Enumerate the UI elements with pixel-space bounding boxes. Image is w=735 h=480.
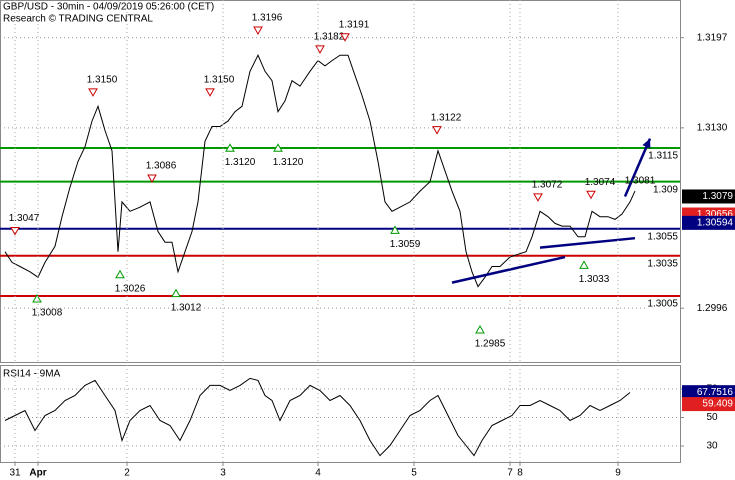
low-label: 1.3033 [579, 274, 610, 285]
price-tag-label: 67.7516 [697, 387, 734, 398]
low-label: 1.3120 [225, 157, 256, 168]
low-label: 1.3026 [115, 283, 146, 294]
x-tick-label: Apr [29, 468, 46, 479]
low-marker [115, 269, 125, 279]
high-marker [340, 33, 350, 42]
x-tick-label: 5 [411, 468, 417, 479]
level-label-bg [648, 257, 680, 270]
level-label-bg [648, 230, 680, 243]
level-label: 1.3055 [647, 231, 678, 242]
high-label: 1.3072 [532, 180, 563, 191]
high-label: 1.3150 [87, 75, 118, 86]
high-label: 1.3182 [314, 32, 345, 43]
high-label: 1.3086 [146, 161, 177, 172]
rsi-title: RSI14 - 9MA [3, 369, 61, 380]
forecast-arrow [623, 138, 652, 197]
arrow-head [642, 138, 651, 149]
low-label: 1.3012 [171, 302, 202, 313]
price-tag [682, 189, 735, 204]
x-tick-label: 8 [517, 468, 523, 479]
low-marker [171, 288, 181, 298]
level-label-bg [648, 298, 680, 311]
level-label-bg [648, 150, 680, 163]
price-tag [682, 397, 735, 412]
level-label: 1.3115 [648, 151, 678, 162]
low-marker [273, 143, 283, 152]
high-label: 1.3150 [204, 75, 235, 86]
low-label: 1.3120 [273, 157, 304, 168]
high-marker [88, 88, 98, 97]
high-marker [147, 174, 157, 184]
high-marker [586, 190, 596, 200]
low-marker [475, 324, 485, 334]
low-marker [32, 294, 42, 303]
low-label: 1.2985 [475, 339, 506, 350]
level-label-bg [648, 183, 680, 196]
high-marker [315, 45, 325, 54]
y-tick-label: 1.2996 [697, 303, 728, 314]
price-tag-label: 59.409 [702, 399, 733, 410]
x-tick-label: 2 [124, 468, 130, 479]
level-label: 1.309 [653, 184, 678, 195]
high-label: 1.3122 [431, 112, 462, 123]
price-tag-label: 1.30594 [697, 217, 734, 228]
trendline [539, 236, 636, 249]
low-marker [225, 143, 235, 152]
high-marker [253, 26, 263, 36]
high-marker [10, 227, 20, 236]
high-label: 1.3047 [9, 213, 40, 224]
trendline [451, 255, 566, 284]
x-tick-label: 9 [615, 468, 621, 479]
high-marker [533, 193, 543, 202]
price-tag [682, 385, 735, 400]
low-marker [390, 225, 400, 234]
high-marker [432, 126, 442, 135]
series-line [4, 54, 636, 288]
rsi-panel [0, 365, 681, 463]
y-tick-label: 1.3197 [697, 32, 728, 43]
chart-subtitle: Research © TRADING CENTRAL [3, 14, 153, 25]
high-label: 1.3196 [252, 13, 283, 24]
series-line [4, 377, 631, 457]
price-tag-label: 1.3079 [702, 191, 733, 202]
price-tag [682, 215, 735, 230]
price-label: 1.3081 [625, 175, 656, 186]
y-tick-label: 50 [706, 412, 718, 423]
low-marker [579, 260, 589, 269]
level-label: 1.3005 [647, 299, 678, 310]
low-label: 1.3059 [390, 239, 421, 250]
y-tick-label: 30 [706, 441, 718, 452]
low-label: 1.3008 [32, 308, 63, 319]
chart-title: GBP/USD - 30min - 04/09/2019 05:26:00 (C… [3, 2, 214, 13]
high-label: 1.3191 [339, 19, 370, 30]
x-tick-label: 7 [507, 468, 513, 479]
x-tick-label: 3 [220, 468, 226, 479]
high-marker [205, 88, 215, 97]
x-tick-label: 31 [9, 468, 21, 479]
x-tick-label: 4 [315, 468, 321, 479]
price-tag-label: 1.30656 [697, 209, 734, 220]
level-label: 1.3035 [647, 258, 678, 269]
y-tick-label: 1.3130 [697, 122, 728, 133]
high-label: 1.3074 [585, 177, 616, 188]
